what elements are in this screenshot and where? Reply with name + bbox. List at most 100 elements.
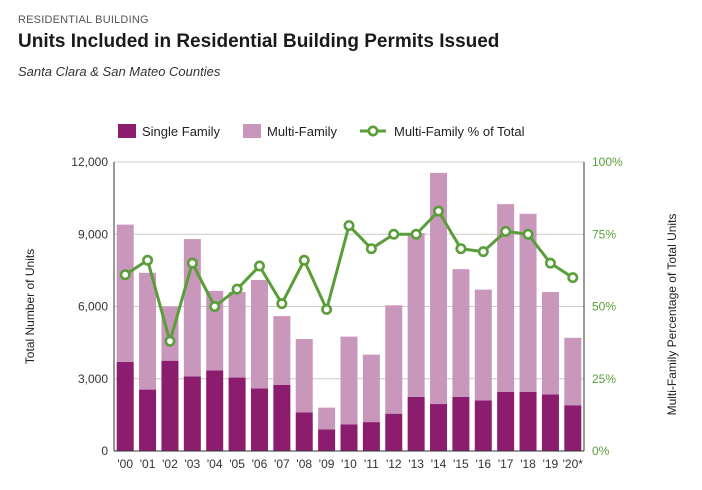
y-tick-label: 0 [101,444,108,458]
x-tick-label: '15 [453,457,469,471]
x-tick-label: '01 [140,457,156,471]
bar-single-family [206,370,224,451]
bar-single-family [564,405,582,451]
legend-label-multi-family-pct: Multi-Family % of Total [394,124,525,139]
bar-multi-family [228,292,246,378]
line-point [343,220,355,232]
x-tick-label: '13 [408,457,424,471]
bar-single-family [474,400,492,451]
line-point [186,257,198,269]
y-tick-label: 6,000 [78,300,108,314]
y2-tick-label: 25% [592,372,616,386]
y-axis-title: Total Number of Units [23,249,37,364]
line-point [455,243,467,255]
bar-single-family [541,394,559,451]
line-point [433,205,445,217]
x-tick-label: '00 [117,457,133,471]
bar-multi-family [273,316,291,385]
x-tick-label: '06 [252,457,268,471]
line-point [544,257,556,269]
bar-multi-family [452,269,470,397]
x-tick-label: '18 [520,457,536,471]
bar-multi-family [519,213,537,392]
bar-single-family [183,376,201,451]
bar-multi-family [362,354,380,423]
line-point [164,335,176,347]
bar-single-family [295,412,313,451]
line-point [209,300,221,312]
bar-multi-family [385,305,403,414]
x-tick-label: '09 [319,457,335,471]
line-point [567,272,579,284]
x-tick-label: '20* [563,457,584,471]
bar-multi-family [541,292,559,395]
bar-multi-family [497,204,515,392]
line-point [142,254,154,266]
y-tick-label: 3,000 [78,372,108,386]
bar-single-family [407,396,425,451]
line-point [276,298,288,310]
bar-single-family [452,396,470,451]
y2-tick-label: 75% [592,227,616,241]
legend-swatch-single-family [118,124,136,138]
bar-multi-family [250,280,268,389]
x-tick-label: '10 [341,457,357,471]
bar-multi-family [564,337,582,406]
bar-single-family [519,391,537,451]
x-tick-label: '07 [274,457,290,471]
chart-kicker: RESIDENTIAL BUILDING [18,14,149,26]
bar-multi-family [161,306,179,361]
bar-single-family [318,429,336,451]
x-tick-label: '14 [431,457,447,471]
line-point [231,283,243,295]
bar-multi-family [295,339,313,413]
x-tick-label: '11 [364,457,379,471]
legend-label-single-family: Single Family [142,124,221,139]
line-point [321,303,333,315]
x-tick-label: '05 [229,457,245,471]
bar-multi-family [139,272,157,390]
bar-multi-family [206,290,224,371]
chart-subtitle: Santa Clara & San Mateo Counties [18,64,221,79]
bar-single-family [340,424,358,451]
y2-tick-label: 100% [592,155,623,169]
x-tick-label: '04 [207,457,223,471]
bar-multi-family [407,233,425,397]
y2-tick-label: 0% [592,444,610,458]
bar-single-family [116,361,134,451]
bar-single-family [161,360,179,451]
bar-single-family [250,388,268,451]
x-tick-label: '03 [185,457,201,471]
bar-single-family [273,384,291,451]
bar-single-family [385,413,403,451]
legend-swatch-line-marker [367,125,379,137]
line-point [410,228,422,240]
x-tick-label: '19 [543,457,559,471]
bar-single-family [362,422,380,451]
line-point [253,260,265,272]
x-tick-label: '02 [162,457,178,471]
line-point [522,228,534,240]
line-point [500,225,512,237]
bar-single-family [139,389,157,451]
chart-title: Units Included in Residential Building P… [18,31,500,52]
bar-multi-family [116,224,134,362]
legend-label-multi-family: Multi-Family [267,124,338,139]
line-point [365,243,377,255]
y2-axis-title: Multi-Family Percentage of Total Units [665,214,679,416]
y2-tick-label: 50% [592,300,616,314]
y-tick-label: 12,000 [71,155,108,169]
legend-swatch-multi-family [243,124,261,138]
line-point [388,228,400,240]
line-point [298,254,310,266]
y-tick-label: 9,000 [78,227,108,241]
bar-single-family [430,404,448,451]
bar-multi-family [318,407,336,430]
line-point [477,246,489,258]
x-tick-label: '12 [386,457,402,471]
x-tick-label: '17 [498,457,514,471]
bar-multi-family [340,336,358,425]
bar-single-family [228,377,246,451]
bar-multi-family [474,289,492,401]
